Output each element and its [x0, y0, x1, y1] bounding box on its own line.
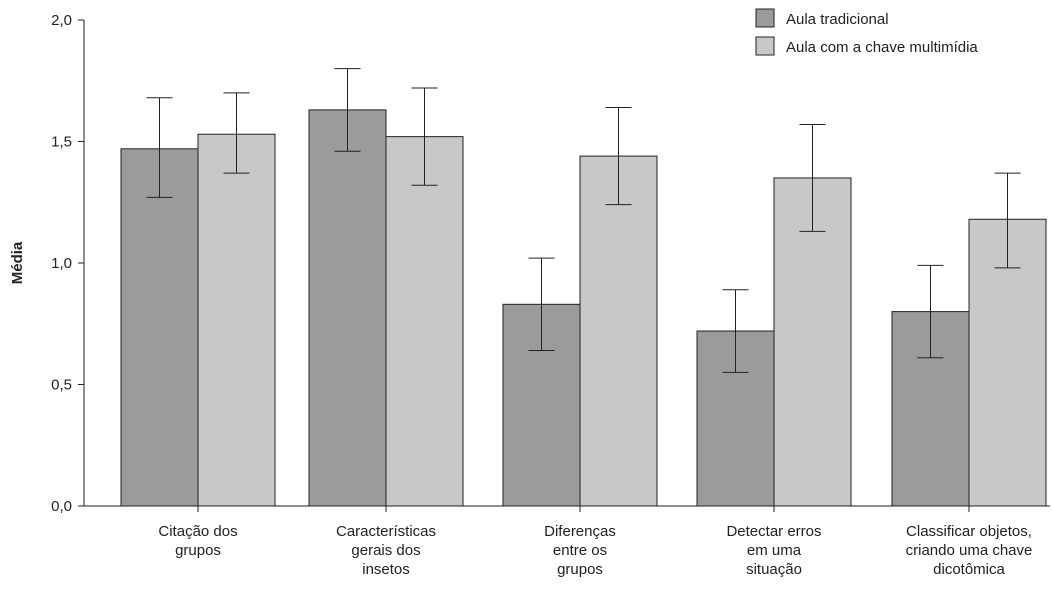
- x-tick-label-line: Classificar objetos,: [906, 523, 1032, 540]
- x-tick-label-line: Detectar erros: [726, 523, 821, 540]
- x-tick-label-line: insetos: [362, 561, 410, 578]
- x-tick-label-line: dicotômica: [933, 561, 1005, 578]
- bar: [120, 148, 199, 507]
- x-tick-label: Classificar objetos, criando uma chave dic…: [906, 523, 1033, 578]
- legend-label-aula-tradicional: Aula tradicional: [786, 11, 889, 28]
- x-tick-label: Características gerais dos insetos: [336, 523, 436, 578]
- legend: Aula tradicional Aula com a chave multim…: [755, 8, 978, 56]
- y-tick-label: 0,0: [51, 498, 72, 515]
- x-tick-label-line: Características: [336, 523, 436, 540]
- x-tick-label: Detectar erros em uma situação: [726, 523, 821, 578]
- x-tick-label-line: Citação dos: [158, 523, 237, 540]
- bar: [308, 109, 387, 507]
- bar: [385, 136, 464, 507]
- bar: [579, 155, 658, 507]
- x-tick-label: Citação dos grupos: [158, 523, 237, 559]
- bar: [197, 133, 276, 507]
- x-tick-label-line: gerais dos: [351, 542, 420, 559]
- y-tick-label: 1,0: [51, 255, 72, 272]
- legend-swatch-aula-com-chave: [755, 36, 775, 56]
- x-tick-label-line: situação: [746, 561, 802, 578]
- plot-area: 0,0 0,5 1,0 1,5 2,0 Média Citação dos grupos Car…: [9, 12, 1050, 578]
- x-tick-label-line: criando uma chave: [906, 542, 1033, 559]
- x-tick-label-line: em uma: [747, 542, 802, 559]
- x-tick-label-line: entre os: [553, 542, 607, 559]
- y-tick-label: 1,5: [51, 134, 72, 151]
- x-tick-label-line: Diferenças: [544, 523, 616, 540]
- y-axis-label: Média: [9, 241, 26, 284]
- x-tick-label-line: grupos: [557, 561, 603, 578]
- y-tick-label: 2,0: [51, 12, 72, 29]
- legend-label-aula-com-chave: Aula com a chave multimídia: [786, 39, 978, 56]
- x-tick-label-line: grupos: [175, 542, 221, 559]
- bar: [773, 177, 852, 507]
- x-tick-label: Diferenças entre os grupos: [544, 523, 616, 578]
- y-tick-label: 0,5: [51, 377, 72, 394]
- legend-swatch-aula-tradicional: [755, 8, 775, 28]
